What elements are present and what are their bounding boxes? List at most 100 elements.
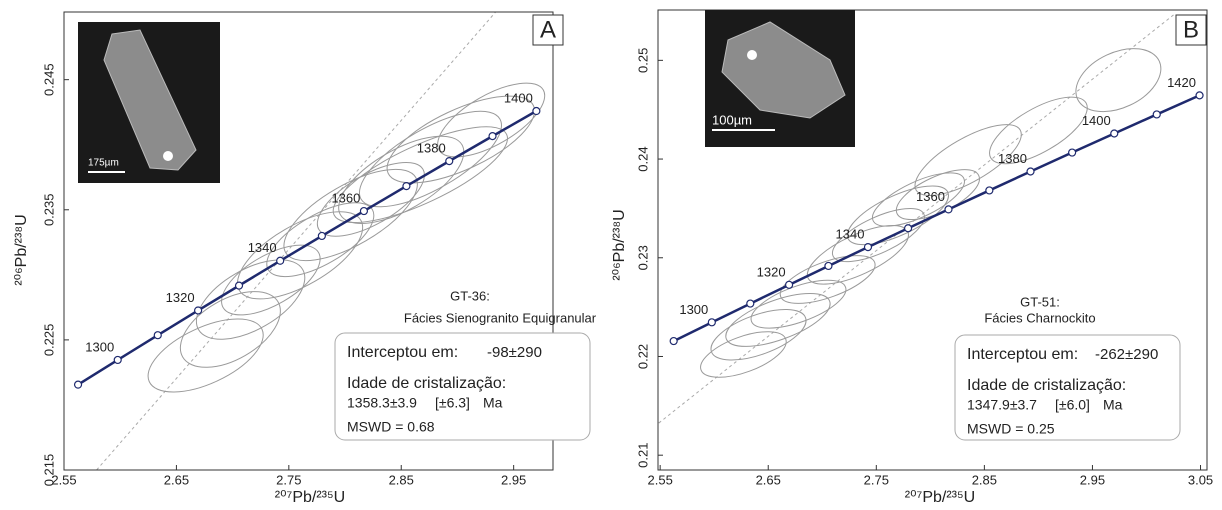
age-label: 1320	[166, 290, 195, 305]
age-unit: Ma	[1103, 397, 1123, 413]
intercept-value: -262±290	[1095, 346, 1158, 363]
age-label: 1320	[757, 264, 786, 279]
age-label: 1360	[916, 189, 945, 204]
y-tick-label: 0.23	[635, 245, 650, 270]
age-label: 1300	[85, 339, 114, 354]
error-ellipse	[725, 293, 831, 347]
panel-label: B	[1183, 16, 1199, 43]
age-point	[863, 243, 873, 252]
error-ellipse	[831, 207, 925, 263]
y-tick-label: 0.245	[41, 63, 56, 96]
age-label: 1420	[1167, 75, 1196, 90]
age-value: 1358.3±3.9	[347, 395, 417, 411]
y-tick-label: 0.21	[635, 443, 650, 468]
age-label: 1400	[504, 90, 533, 105]
age-point	[317, 231, 326, 241]
error-ellipse	[914, 124, 1022, 196]
age-title: Idade de cristalização:	[347, 375, 506, 392]
facies-name: Fácies Sienogranito Equigranular	[404, 310, 597, 325]
x-tick-label: 2.75	[276, 472, 301, 487]
x-tick-label: 2.85	[972, 472, 997, 487]
age-point	[784, 280, 794, 289]
zircon-grain	[103, 29, 197, 171]
age-label: 1340	[248, 240, 277, 255]
age-point	[707, 318, 716, 327]
error-ellipse	[221, 244, 321, 316]
age-label: 1380	[417, 141, 446, 156]
scale-label: 100µm	[712, 112, 752, 127]
intercept-label: Interceptou em:	[347, 344, 458, 361]
error-ellipse	[437, 82, 546, 158]
age-point	[402, 181, 411, 191]
age-label: 1400	[1082, 113, 1111, 128]
sample-name: GT-36:	[450, 288, 490, 303]
error-ellipse	[195, 259, 306, 340]
error-ellipse	[147, 318, 264, 393]
age-point	[488, 132, 497, 141]
age-point	[359, 206, 369, 216]
error-ellipse	[332, 126, 508, 224]
age-point	[1110, 129, 1119, 138]
plot-frame	[657, 9, 1208, 471]
age-error: [±6.0]	[1055, 397, 1090, 413]
y-tick-label: 0.235	[41, 193, 56, 226]
error-ellipse	[750, 279, 847, 329]
age-point	[669, 336, 678, 346]
y-tick-label: 0.215	[41, 454, 56, 487]
plot-area	[73, 12, 546, 470]
y-tick-label: 0.225	[41, 324, 56, 357]
age-label: 1360	[331, 191, 360, 206]
mswd: MSWD = 0.25	[967, 421, 1055, 437]
age-error: [±6.3]	[435, 395, 470, 411]
age-point	[1068, 148, 1077, 157]
panel-label: A	[540, 16, 556, 43]
zircon-grain	[721, 21, 846, 119]
age-point	[1152, 110, 1161, 119]
plot-area	[658, 14, 1204, 425]
result-box	[334, 332, 591, 441]
age-point	[824, 261, 833, 271]
x-tick-label: 2.55	[648, 472, 673, 487]
plot-frame	[63, 11, 554, 471]
y-axis-label: ²⁰⁶Pb/²³⁸U	[13, 214, 30, 285]
error-ellipse	[989, 96, 1088, 165]
age-point	[1026, 167, 1035, 176]
x-tick-label: 3.05	[1188, 472, 1213, 487]
age-unit: Ma	[483, 395, 503, 411]
scale-label: 175µm	[88, 158, 119, 169]
concordia-curve	[673, 94, 1201, 343]
sample-name: GT-51:	[1020, 294, 1060, 309]
y-tick-label: 0.25	[635, 48, 650, 73]
age-point	[746, 299, 755, 308]
error-ellipse	[358, 110, 502, 208]
y-tick-label: 0.24	[635, 146, 650, 171]
age-point	[1195, 91, 1204, 100]
age-point	[445, 157, 454, 166]
error-ellipse	[237, 211, 364, 300]
age-point	[73, 380, 83, 389]
spot	[163, 151, 173, 161]
error-ellipse	[266, 202, 375, 278]
intercept-value: -98±290	[487, 344, 542, 361]
x-axis-label: ²⁰⁷Pb/²³⁵U	[905, 489, 975, 506]
error-ellipse	[179, 291, 281, 368]
age-label: 1340	[836, 227, 865, 242]
x-tick-label: 2.95	[1080, 472, 1105, 487]
facies-name: Fácies Charnockito	[984, 310, 1095, 325]
panel-box	[532, 14, 564, 46]
age-label: 1300	[679, 302, 708, 317]
x-tick-label: 2.65	[164, 472, 189, 487]
age-point	[153, 331, 162, 340]
intercept-label: Interceptou em:	[967, 346, 1078, 363]
error-ellipse	[871, 172, 965, 227]
age-value: 1347.9±3.7	[967, 397, 1037, 413]
result-box	[954, 334, 1181, 441]
error-ellipse	[386, 95, 536, 184]
age-title: Idade de cristalização:	[967, 377, 1126, 394]
age-point	[532, 106, 541, 116]
error-ellipse	[700, 331, 787, 378]
panel-box	[1175, 14, 1207, 46]
concordia-curve	[77, 109, 537, 386]
y-tick-label: 0.22	[635, 344, 650, 369]
age-label: 1380	[998, 151, 1027, 166]
